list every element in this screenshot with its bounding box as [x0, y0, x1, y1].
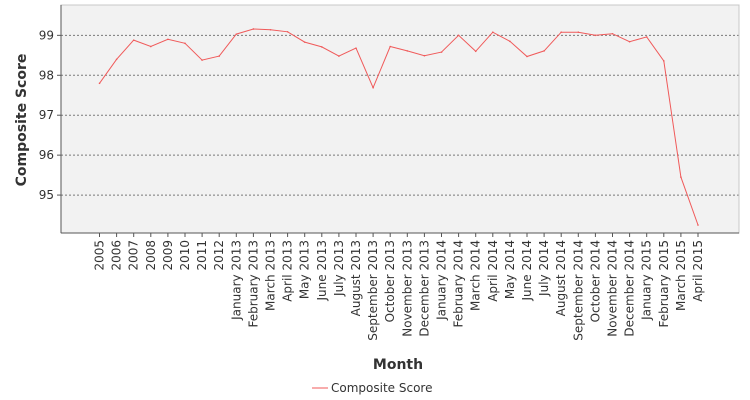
y-tick-label: 98 — [39, 68, 54, 82]
x-tick-label: April 2013 — [281, 240, 295, 302]
series-lines — [98, 28, 699, 226]
x-tick-label: December 2014 — [623, 240, 637, 337]
data-point — [628, 40, 631, 43]
data-point — [680, 176, 682, 178]
x-tick-label: May 2013 — [298, 240, 312, 299]
data-point — [252, 28, 255, 30]
x-tick-label: June 2013 — [315, 240, 329, 302]
x-tick-label: August 2013 — [349, 240, 363, 316]
x-tick-label: November 2014 — [606, 240, 620, 337]
gridlines — [61, 34, 739, 196]
x-tick-label: October 2014 — [588, 240, 602, 322]
x-tick-label: May 2014 — [503, 240, 517, 299]
x-tick-label: 2005 — [93, 240, 107, 271]
x-tick-label: 2010 — [178, 240, 192, 271]
x-tick-label: March 2015 — [674, 240, 688, 311]
series-line-composite-score — [99, 28, 699, 226]
data-point — [98, 82, 101, 85]
data-point — [269, 28, 272, 31]
data-point — [372, 86, 374, 89]
data-point — [526, 55, 528, 58]
data-point — [543, 50, 545, 52]
data-point — [115, 58, 118, 61]
x-tick-label: January 2013 — [229, 240, 243, 321]
data-point — [389, 45, 392, 48]
data-point — [150, 45, 152, 48]
x-tick-label: February 2015 — [657, 240, 671, 328]
x-tick-label: 2012 — [212, 240, 226, 271]
x-tick-label: June 2014 — [520, 240, 534, 302]
x-tick-label: February 2014 — [452, 240, 466, 328]
x-tick-label: July 2013 — [332, 240, 346, 297]
data-point — [406, 50, 409, 52]
x-axis-ticks: 2005 2006 2007 2008 2009 2010 2011 2012 January … — [93, 233, 705, 341]
x-tick-label: 2007 — [127, 240, 141, 271]
legend-label-composite-score: Composite Score — [331, 381, 432, 395]
x-tick-label: August 2014 — [554, 240, 568, 316]
x-tick-label: 2011 — [195, 240, 209, 271]
data-point — [611, 32, 614, 35]
data-point — [560, 31, 562, 33]
x-tick-label: April 2015 — [691, 240, 705, 302]
y-tick-label: 96 — [39, 148, 54, 162]
data-point — [321, 46, 323, 48]
x-tick-label: March 2013 — [264, 240, 278, 311]
data-point — [338, 55, 340, 57]
data-point — [645, 36, 648, 38]
data-point — [201, 59, 203, 61]
data-point — [303, 41, 306, 43]
y-axis-ticks: 95 96 97 98 99 — [39, 28, 61, 202]
data-point — [594, 34, 597, 37]
data-point — [577, 31, 580, 33]
legend: Composite Score — [312, 381, 432, 395]
x-tick-label: February 2013 — [246, 240, 260, 328]
data-point — [235, 33, 238, 35]
data-point — [355, 47, 357, 49]
x-tick-label: March 2014 — [469, 240, 483, 311]
x-tick-label: September 2013 — [366, 240, 380, 341]
data-point — [218, 55, 220, 57]
data-point — [286, 30, 289, 33]
data-point — [167, 38, 169, 41]
x-tick-label: October 2013 — [383, 240, 397, 322]
data-point — [492, 31, 494, 33]
y-tick-label: 97 — [39, 108, 54, 122]
x-tick-label: April 2014 — [486, 240, 500, 302]
data-point — [132, 39, 135, 41]
x-tick-label: November 2013 — [400, 240, 414, 337]
data-point — [509, 40, 511, 43]
data-point — [423, 54, 426, 57]
x-tick-label: 2009 — [161, 240, 175, 271]
y-axis-title: Composite Score — [14, 54, 30, 187]
x-tick-label: December 2013 — [417, 240, 431, 337]
data-point — [474, 50, 477, 53]
x-tick-label: 2006 — [110, 240, 124, 271]
x-tick-label: January 2015 — [640, 240, 654, 321]
data-point — [440, 51, 443, 53]
x-tick-label: September 2014 — [571, 240, 585, 341]
x-tick-label: 2008 — [144, 240, 158, 271]
data-point — [457, 34, 460, 37]
data-point — [663, 60, 665, 62]
y-tick-label: 95 — [39, 188, 54, 202]
x-tick-label: July 2014 — [537, 240, 551, 297]
x-axis-title: Month — [373, 357, 423, 373]
x-tick-label: January 2014 — [435, 240, 449, 321]
data-point — [184, 42, 186, 45]
data-point — [697, 224, 699, 226]
y-tick-label: 99 — [39, 28, 54, 42]
